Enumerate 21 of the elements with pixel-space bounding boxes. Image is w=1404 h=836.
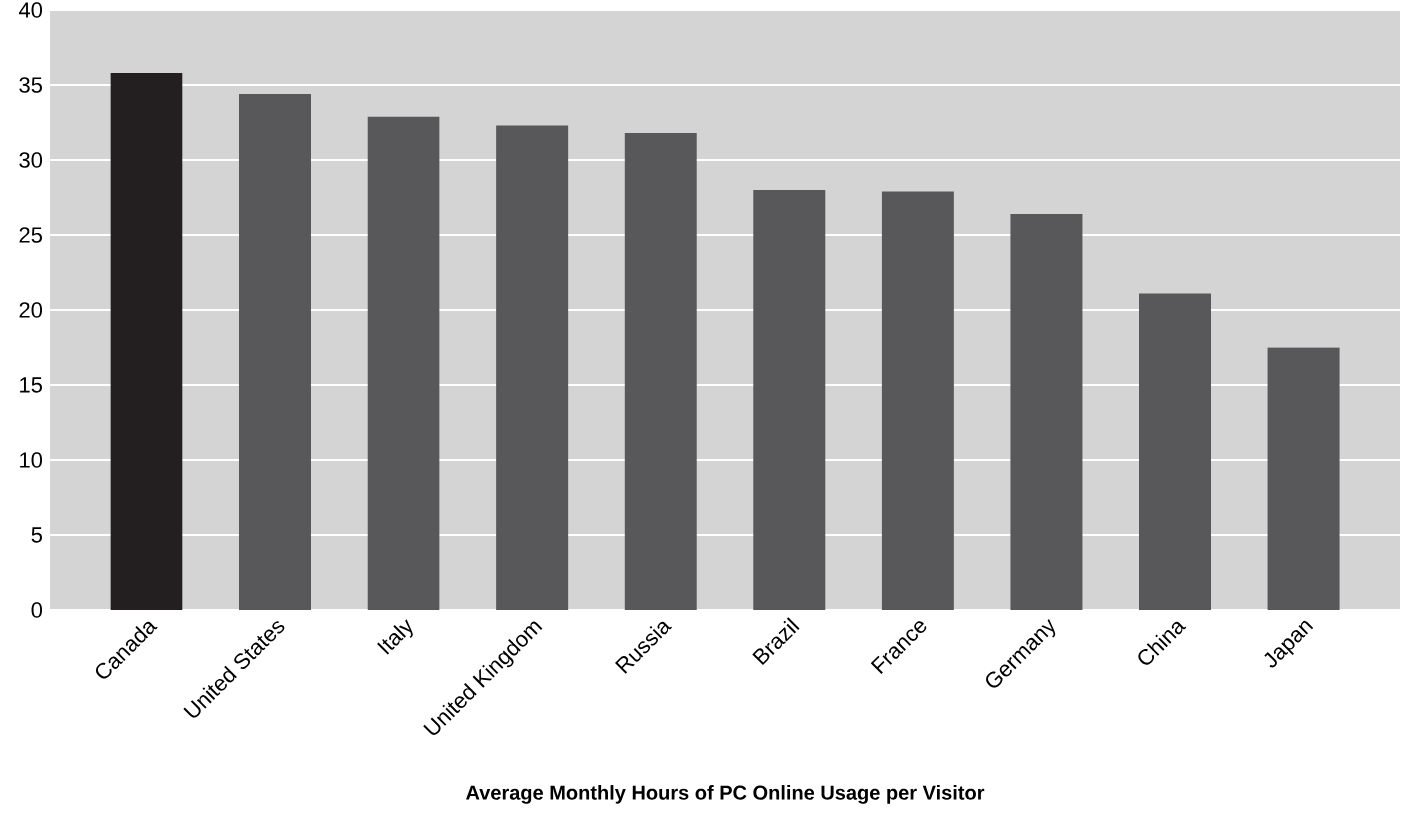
bar: [1010, 214, 1083, 610]
y-tick-label: 10: [20, 452, 43, 468]
bar: [753, 190, 826, 610]
bar: [239, 94, 311, 610]
y-tick-label: 5: [31, 527, 42, 543]
y-tick-label: 15: [20, 377, 42, 393]
y-tick-label: 40: [18, 2, 43, 18]
x-tick-label: Italy: [377, 619, 413, 655]
bar: [110, 73, 183, 610]
bar: [624, 133, 697, 610]
bar: [881, 191, 954, 610]
y-tick-label: 0: [31, 602, 43, 618]
bar: [1139, 293, 1211, 610]
bar: [367, 116, 440, 610]
bar: [1267, 347, 1340, 610]
y-tick-label: 35: [19, 77, 42, 93]
bar: [496, 125, 569, 610]
y-tick-label: 20: [19, 302, 43, 318]
y-tick-label: 25: [19, 227, 42, 243]
text: Average Monthly Hours of PC Online Usage per Visitor: [466, 785, 985, 804]
y-tick-label: 30: [19, 152, 43, 168]
